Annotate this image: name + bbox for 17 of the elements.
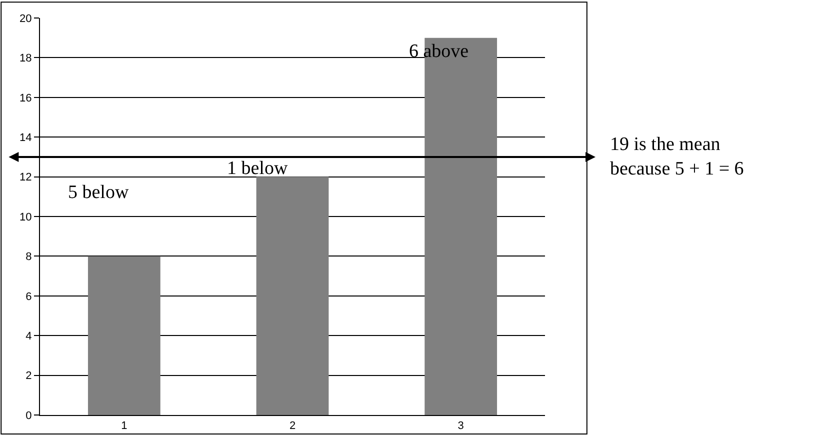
x-tick-label: 3	[458, 420, 464, 432]
y-tick-label: 10	[20, 211, 32, 224]
x-tick-label: 1	[121, 420, 128, 432]
y-tick-label: 8	[26, 251, 32, 264]
text: 19 is the mean because 5 + 1 = 6	[610, 134, 744, 180]
y-tick-label: 6	[26, 290, 32, 303]
y-tick-label: 4	[26, 330, 32, 342]
y-tick-label: 12	[20, 172, 32, 184]
y-tick-label: 0	[26, 410, 32, 422]
y-tick-label: 2	[26, 370, 32, 382]
y-tick-label: 20	[20, 12, 32, 25]
x-tick-label: 2	[289, 420, 296, 432]
y-tick-label: 14	[20, 132, 32, 144]
annotation: 5 below	[68, 182, 129, 203]
y-tick-label: 16	[20, 92, 32, 104]
annotation: 1 below	[227, 158, 288, 179]
y-tick-label: 18	[20, 52, 32, 65]
